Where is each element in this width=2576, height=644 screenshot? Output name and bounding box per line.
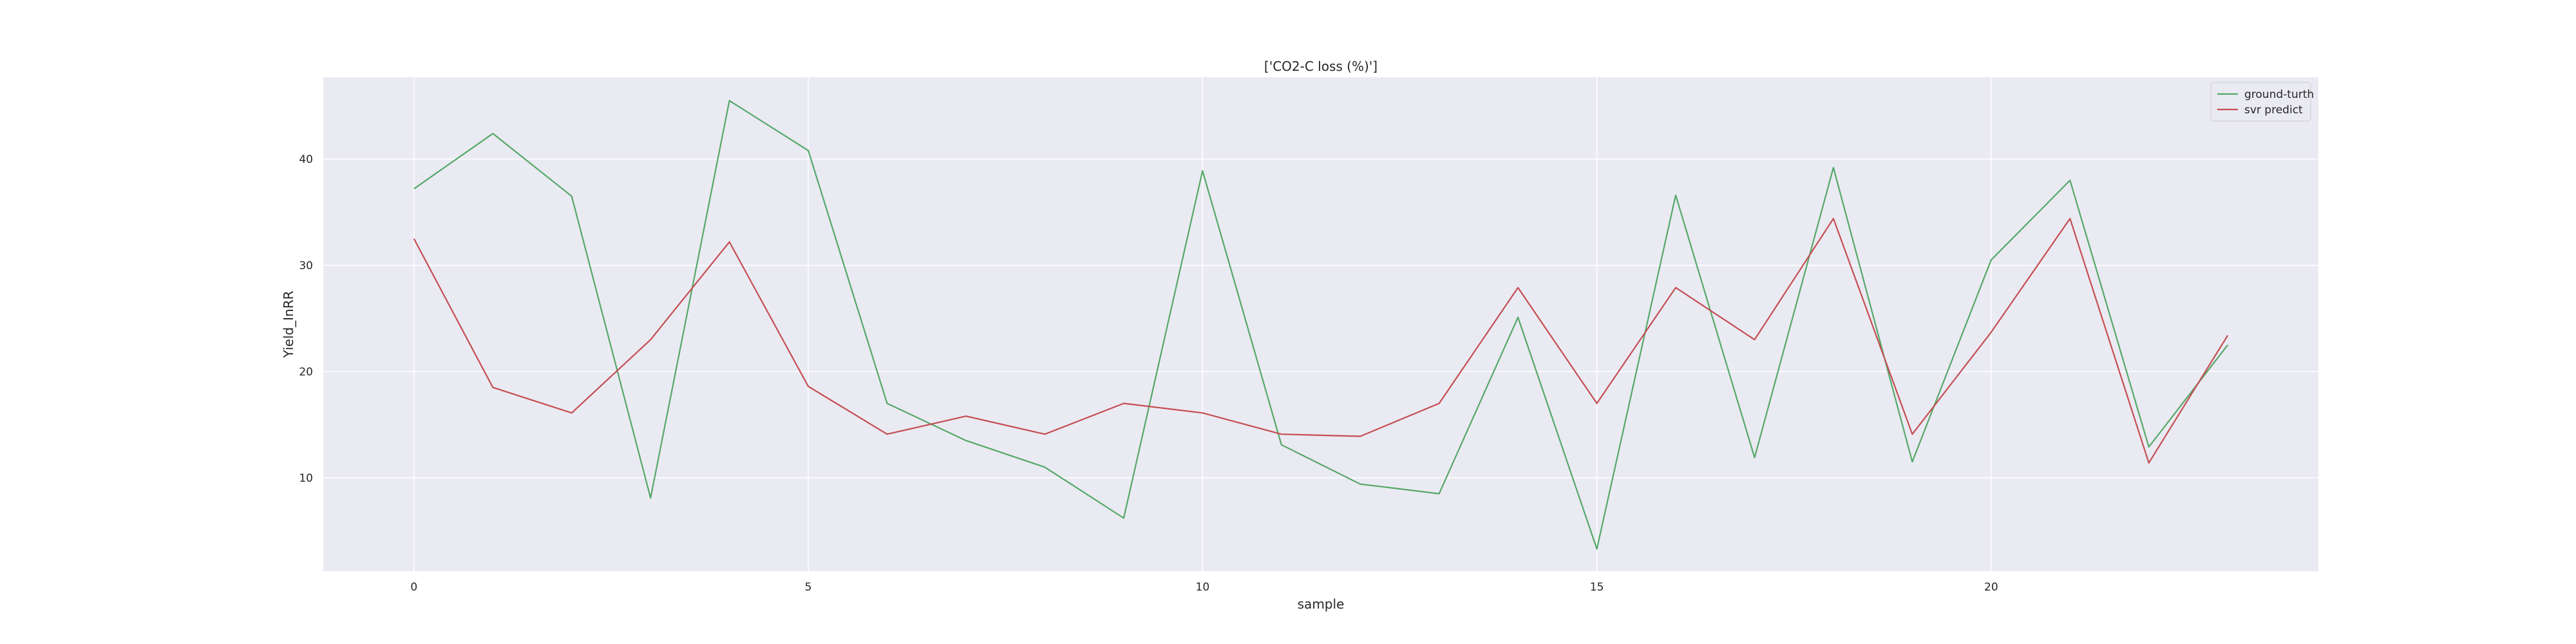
x-tick-label: 15 xyxy=(1590,581,1604,594)
x-axis-label: sample xyxy=(1298,596,1345,612)
y-tick-label: 20 xyxy=(299,366,313,379)
x-tick-label: 20 xyxy=(1984,581,1998,594)
legend: ground-turth svr predict xyxy=(2210,82,2314,122)
plot-area xyxy=(323,77,2318,571)
y-axis-label: Yield_InRR xyxy=(281,290,296,358)
x-tick-label: 0 xyxy=(410,581,417,594)
series-lines xyxy=(413,100,2229,550)
x-tick-label: 5 xyxy=(805,581,812,594)
legend-label: svr predict xyxy=(2244,104,2303,117)
chart-title: ['CO2-C loss (%)'] xyxy=(1264,59,1378,74)
legend-label: ground-turth xyxy=(2244,88,2314,101)
series-line-0 xyxy=(413,100,2229,550)
grid-lines xyxy=(323,77,2318,571)
series-line-1 xyxy=(413,218,2229,464)
y-axis-ticks: 10 20 30 40 xyxy=(299,153,313,485)
y-tick-label: 40 xyxy=(299,153,313,166)
x-tick-label: 10 xyxy=(1196,581,1210,594)
y-tick-label: 30 xyxy=(299,260,313,272)
y-tick-label: 10 xyxy=(299,472,313,485)
legend-box xyxy=(2210,82,2311,122)
x-axis-ticks: 0 5 10 15 20 xyxy=(410,581,1998,594)
